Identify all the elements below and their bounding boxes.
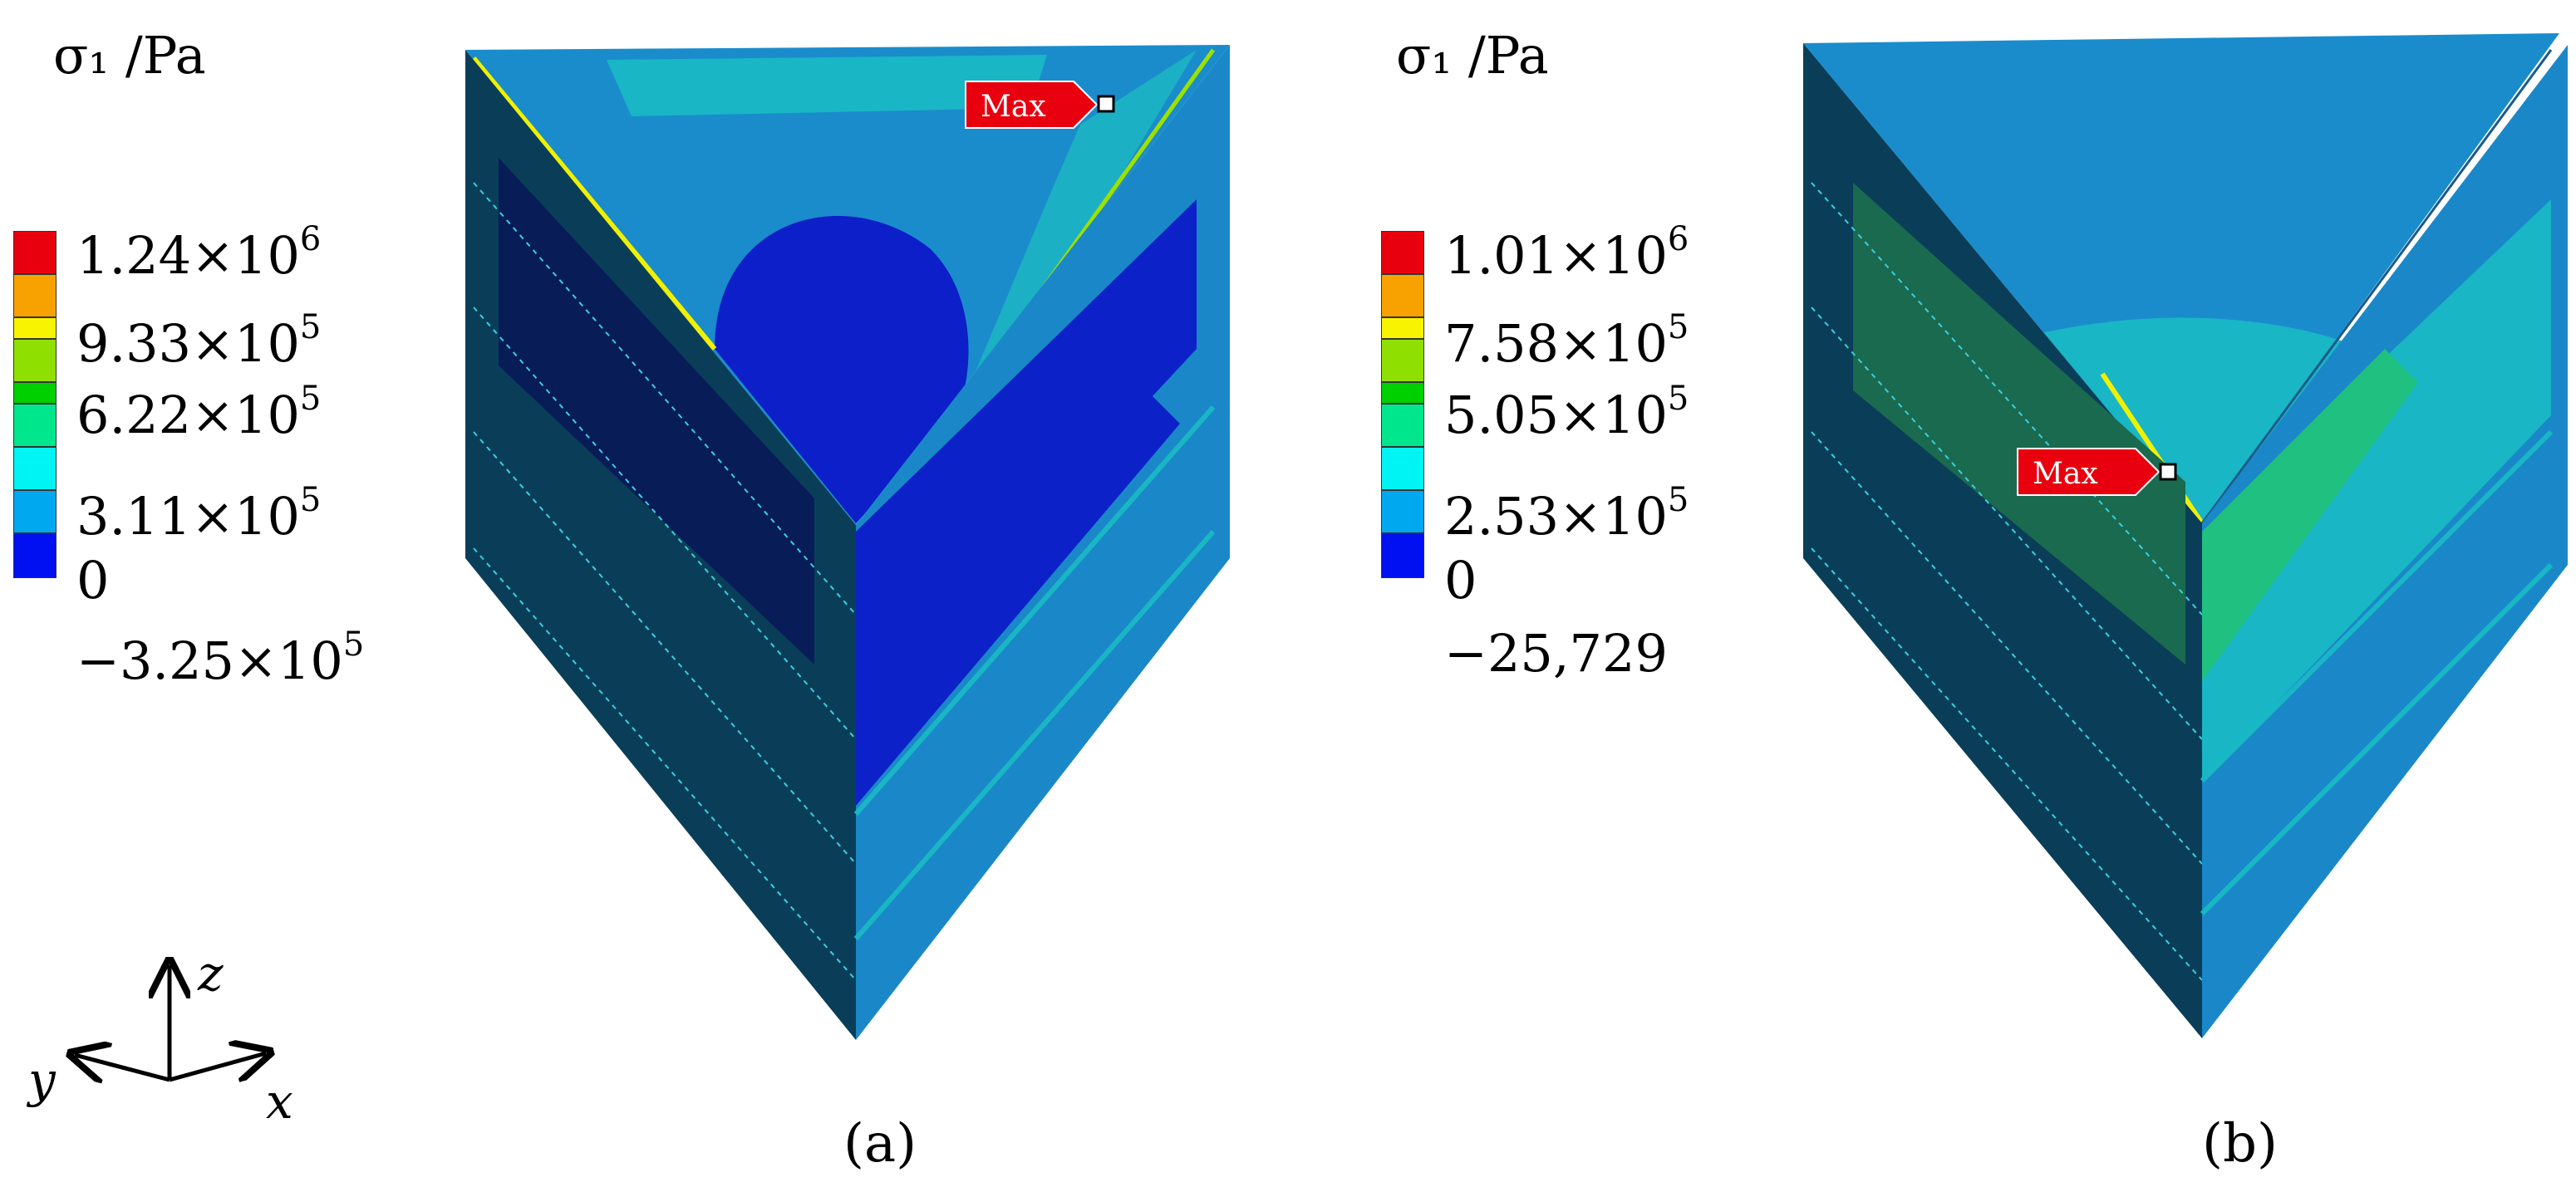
legend-swatch (13, 490, 57, 533)
legend-tick: −3.25×105 (76, 625, 365, 691)
axis-label-x: x (266, 1073, 293, 1130)
legend-title-b: σ₁ /Pa (1396, 25, 1549, 86)
left-dark-band (499, 158, 814, 665)
legend-swatch (1381, 382, 1424, 404)
legend-tick: 7.58×105 (1444, 308, 1689, 374)
contour-plot-a: Max (465, 45, 1230, 1040)
legend-tick: 0 (76, 550, 110, 611)
max-marker: Max (2017, 448, 2177, 496)
legend-swatch (1381, 490, 1424, 533)
legend-swatch (1381, 339, 1424, 382)
right-blue-band (856, 199, 1197, 714)
left-green-band (1853, 183, 2185, 665)
legend-tick: 0 (1444, 550, 1477, 611)
legend-title-a: σ₁ /Pa (53, 25, 206, 86)
top-band (607, 55, 1047, 116)
legend-swatch (13, 533, 57, 578)
max-marker: Max (965, 81, 1115, 129)
axis-label-y: y (26, 1052, 57, 1108)
axis-triad: z y x (26, 947, 293, 1130)
right-cyan-band (2202, 199, 2551, 781)
legend-swatch (13, 231, 57, 274)
legend-tick: 9.33×105 (76, 308, 322, 374)
legend-swatch (13, 317, 57, 339)
legend-swatch (13, 382, 57, 404)
max-label: Max (981, 90, 1046, 124)
caption-a: (a) (843, 1113, 917, 1175)
tension-lobe (964, 50, 1197, 399)
right-blue-band (856, 390, 1180, 806)
axis-label-z: z (197, 947, 224, 1002)
legend-tick: 6.22×105 (76, 380, 322, 445)
legend-tick: 1.01×106 (1444, 220, 1689, 286)
max-label: Max (2033, 457, 2098, 491)
legend-swatch (1381, 533, 1424, 578)
legend-tick: −25,729 (1444, 623, 1668, 684)
edge-hotspot-right (2200, 49, 2553, 524)
legend-swatch (13, 404, 57, 447)
legend-swatch (1381, 404, 1424, 447)
legend-swatch (1381, 274, 1424, 317)
legend-tick: 1.24×106 (76, 220, 322, 286)
contour-plot-b: Max (1803, 33, 2568, 1038)
right-green-band (2202, 349, 2418, 681)
top-face (1803, 33, 2559, 523)
legend-swatch (1381, 231, 1424, 274)
legend-swatch (13, 447, 57, 490)
legend-tick: 3.11×105 (76, 481, 322, 547)
legend-tick: 5.05×105 (1444, 380, 1689, 445)
legend-tick: 2.53×105 (1444, 481, 1689, 547)
legend-swatch (1381, 447, 1424, 490)
legend-swatch (13, 274, 57, 317)
edge-hotspot-left (471, 56, 717, 351)
legend-swatch (13, 339, 57, 382)
compression-lobe (715, 216, 969, 523)
caption-b: (b) (2202, 1113, 2278, 1175)
legend-swatch (1381, 317, 1424, 339)
